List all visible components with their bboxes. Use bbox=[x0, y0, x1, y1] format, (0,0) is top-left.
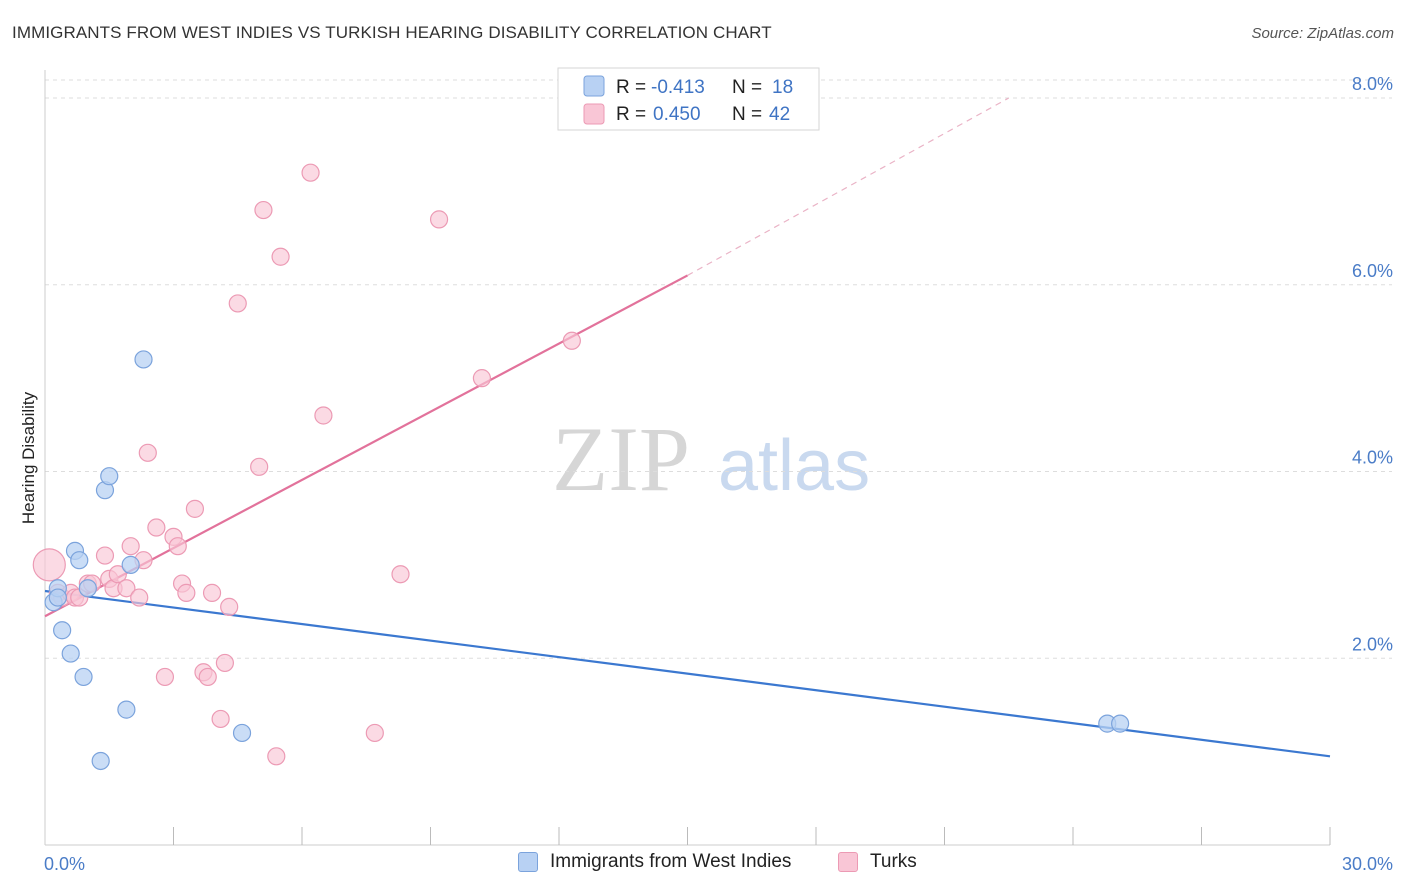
point-turks bbox=[185, 499, 205, 518]
point-turks bbox=[130, 588, 149, 607]
stats-legend-r-value-pink: 0.450 bbox=[653, 104, 701, 125]
source-credit: Source: ZipAtlas.com bbox=[1251, 25, 1394, 42]
point-turks bbox=[472, 369, 491, 388]
point-west-indies bbox=[121, 555, 140, 574]
watermark-atlas: atlas bbox=[718, 426, 870, 506]
point-turks bbox=[271, 247, 290, 266]
axes bbox=[44, 70, 1331, 846]
stats-legend-n-label-blue: N = bbox=[732, 77, 762, 98]
legend-item-west-indies: Immigrants from West Indies bbox=[518, 851, 791, 873]
legend-label-west-indies: Immigrants from West Indies bbox=[550, 851, 792, 872]
point-west-indies bbox=[134, 350, 153, 369]
y-tick-label: 4.0% bbox=[1352, 448, 1393, 468]
stats-legend-r-value-blue: -0.413 bbox=[651, 77, 705, 98]
point-turks bbox=[117, 579, 136, 598]
point-west-indies bbox=[117, 700, 136, 719]
point-turks bbox=[168, 537, 187, 556]
point-turks bbox=[267, 747, 286, 766]
grid-lines bbox=[45, 79, 1392, 659]
point-west-indies bbox=[232, 723, 252, 743]
point-turks bbox=[215, 653, 234, 673]
point-west-indies bbox=[74, 667, 93, 687]
y-tick-label: 6.0% bbox=[1352, 261, 1393, 281]
legend-item-turks: Turks bbox=[838, 851, 917, 873]
point-turks bbox=[391, 565, 410, 584]
point-west-indies bbox=[61, 644, 80, 663]
point-turks bbox=[211, 709, 230, 729]
legend-swatch-west-indies bbox=[518, 852, 538, 872]
point-turks bbox=[314, 406, 333, 425]
stats-legend-swatch-pink bbox=[583, 103, 605, 125]
point-turks bbox=[121, 537, 140, 556]
point-turks bbox=[108, 565, 127, 584]
point-turks bbox=[155, 667, 175, 687]
stats-legend-n-value-blue: 18 bbox=[772, 77, 793, 98]
stats-legend-r-label-blue: R = bbox=[616, 77, 646, 98]
x-tick-label-min: 0.0% bbox=[44, 854, 85, 874]
point-turks bbox=[254, 200, 273, 220]
point-west-indies bbox=[78, 579, 97, 598]
tick-labels: 2.0% 4.0% 6.0% 8.0% 0.0% 30.0% bbox=[44, 74, 1393, 874]
stats-legend-swatch-blue bbox=[583, 75, 605, 97]
stats-legend-n-label-pink: N = bbox=[732, 104, 762, 125]
point-turks bbox=[198, 667, 217, 687]
y-tick-label: 2.0% bbox=[1352, 634, 1393, 654]
point-turks bbox=[147, 518, 166, 537]
point-west-indies bbox=[70, 551, 89, 570]
series-legend: Immigrants from West Indies Turks bbox=[0, 851, 1406, 879]
stats-legend-r-label-pink: R = bbox=[616, 104, 646, 125]
point-west-indies bbox=[100, 467, 119, 486]
point-turks bbox=[250, 457, 269, 476]
point-turks bbox=[301, 163, 320, 182]
point-turks bbox=[562, 331, 581, 350]
point-west-indies bbox=[53, 621, 72, 640]
point-turks bbox=[228, 294, 247, 313]
point-west-indies bbox=[48, 588, 67, 607]
point-turks bbox=[177, 583, 196, 602]
legend-label-turks: Turks bbox=[870, 851, 917, 872]
y-axis-label: Hearing Disability bbox=[19, 391, 38, 524]
point-turks bbox=[429, 210, 449, 229]
data-points bbox=[32, 163, 1130, 771]
watermark-zip: ZIP bbox=[552, 408, 690, 510]
point-turks bbox=[138, 443, 157, 462]
point-west-indies bbox=[1111, 714, 1130, 733]
point-turks bbox=[202, 583, 222, 602]
legend-swatch-turks bbox=[838, 852, 858, 872]
point-turks bbox=[365, 723, 384, 743]
point-west-indies bbox=[91, 751, 110, 771]
y-tick-label: 8.0% bbox=[1352, 74, 1393, 94]
x-tick-label-max: 30.0% bbox=[1342, 854, 1393, 874]
point-turks bbox=[95, 546, 115, 565]
chart-title: IMMIGRANTS FROM WEST INDIES VS TURKISH H… bbox=[12, 23, 772, 42]
point-turks bbox=[220, 597, 239, 616]
stats-legend-n-value-pink: 42 bbox=[769, 104, 790, 125]
stats-legend: R = -0.413 N = 18 R = 0.450 N = 42 bbox=[557, 67, 820, 131]
point-turks bbox=[32, 548, 66, 582]
